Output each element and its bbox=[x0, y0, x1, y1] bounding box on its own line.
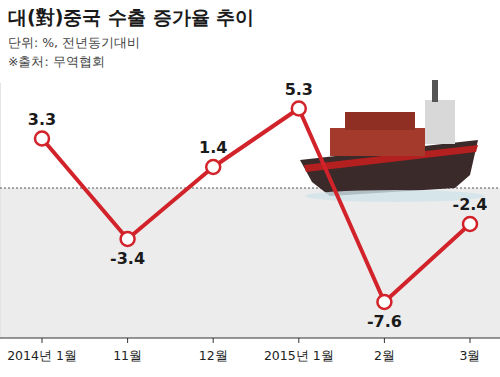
marker bbox=[377, 295, 391, 309]
chart: 대(對)중국 수출 증가율 추이단위: %, 전년동기대비 ※출처: 무역협회 20… bbox=[0, 0, 500, 377]
marker bbox=[206, 160, 220, 174]
x-axis bbox=[0, 337, 500, 338]
ship-mast bbox=[432, 80, 438, 102]
ship-bridge bbox=[425, 100, 455, 144]
marker bbox=[121, 232, 135, 246]
data-label: -7.6 bbox=[367, 312, 402, 331]
x-tick bbox=[42, 338, 43, 343]
x-tick-label: 2월 bbox=[374, 348, 395, 363]
line bbox=[42, 109, 470, 303]
x-tick bbox=[298, 338, 299, 343]
data-label: -3.4 bbox=[110, 249, 145, 268]
x-tick bbox=[213, 338, 214, 343]
source: ※출처: 무역협회 bbox=[8, 54, 105, 69]
ship-containers-top bbox=[345, 112, 415, 130]
subtitle: 단위: %, 전년동기대비 bbox=[8, 35, 140, 50]
y-range-frame bbox=[0, 83, 1, 338]
data-label: 3.3 bbox=[28, 110, 56, 129]
x-tick bbox=[384, 338, 385, 343]
ship-illustration bbox=[300, 80, 485, 202]
marker bbox=[292, 102, 306, 116]
x-tick-label: 2015년 1월 bbox=[264, 348, 334, 363]
x-tick bbox=[127, 338, 128, 343]
x-tick-label: 11월 bbox=[113, 348, 142, 363]
x-tick-label: 12월 bbox=[199, 348, 228, 363]
x-tick bbox=[470, 338, 471, 343]
ship-containers bbox=[330, 128, 425, 156]
title: 대(對)중국 수출 증가율 추이 bbox=[8, 6, 254, 28]
series bbox=[35, 102, 477, 310]
marker bbox=[463, 217, 477, 231]
x-tick-label: 2014년 1월 bbox=[7, 348, 77, 363]
x-tick-label: 3월 bbox=[460, 348, 481, 363]
marker bbox=[35, 132, 49, 146]
data-label: 1.4 bbox=[199, 138, 227, 157]
data-label: 5.3 bbox=[285, 80, 313, 99]
data-label: -2.4 bbox=[453, 195, 488, 214]
